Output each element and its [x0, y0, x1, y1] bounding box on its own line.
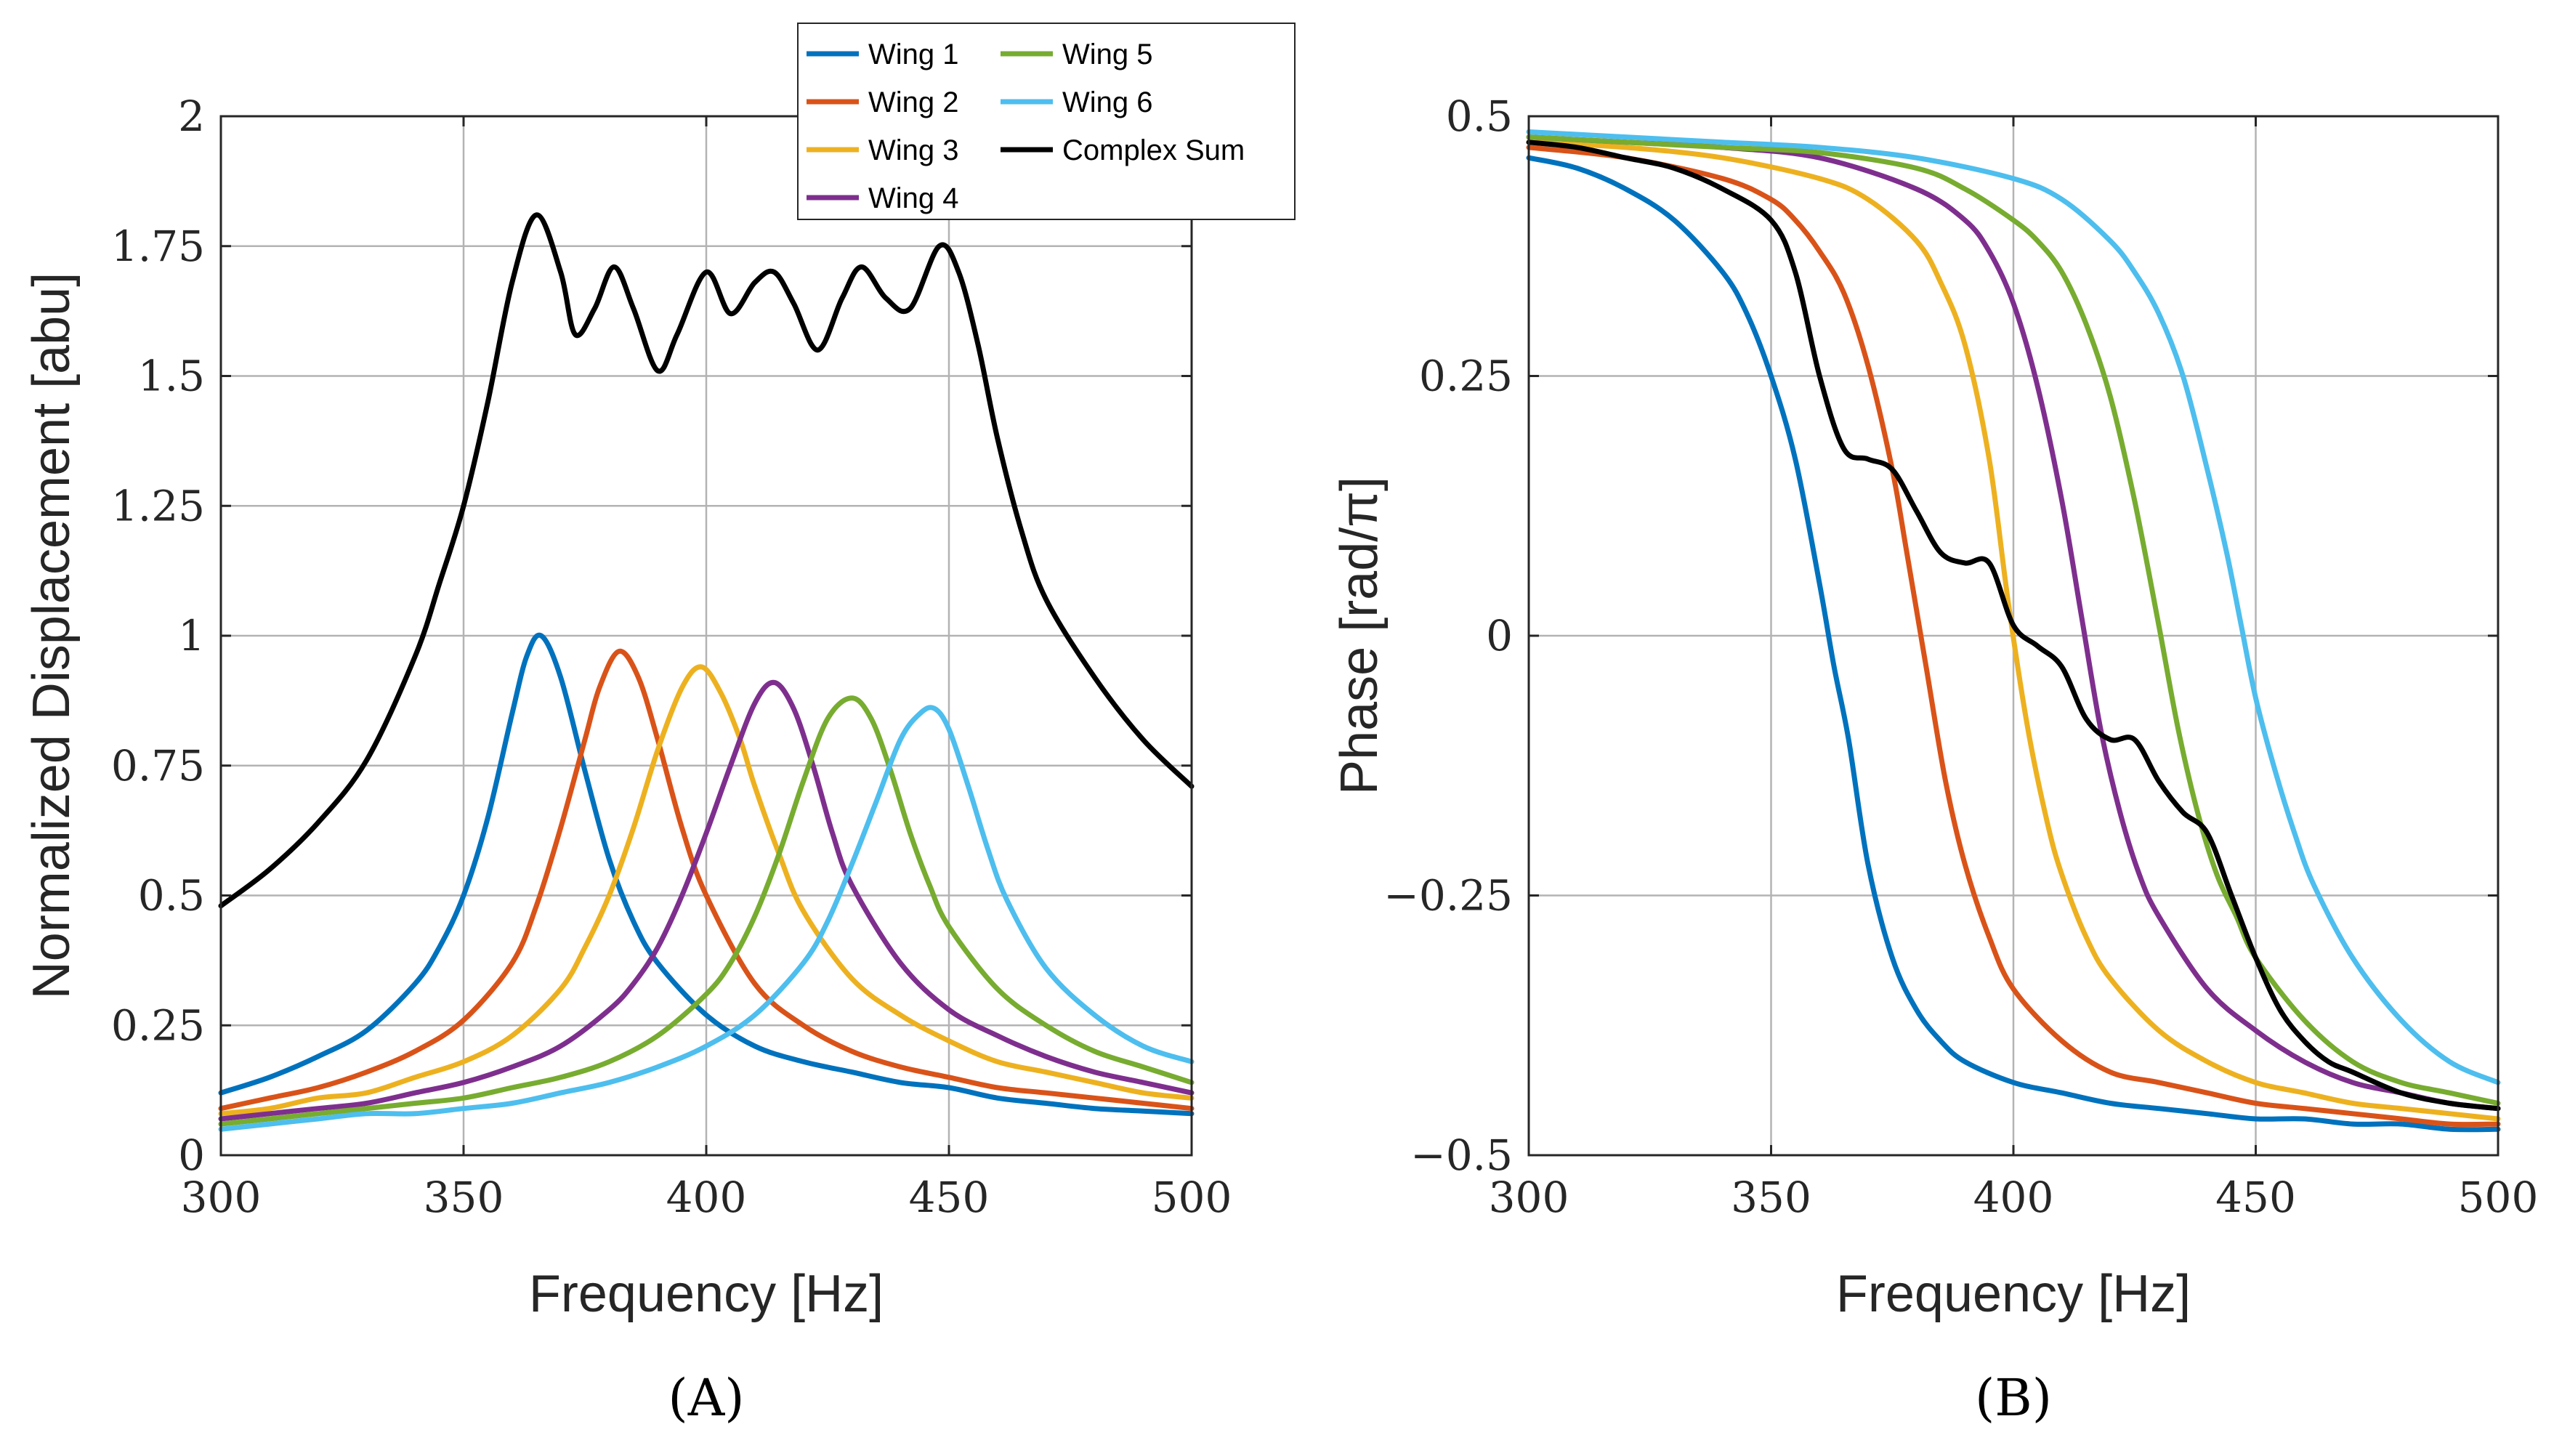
- series-line-wing-6: [1526, 129, 2501, 1085]
- panel-label-b: (B): [1975, 1368, 2052, 1428]
- y-tick-label: 1.5: [138, 352, 205, 401]
- legend-label-wing-6: Wing 6: [1062, 86, 1153, 118]
- series-line-wing-4: [1526, 134, 2501, 1112]
- legend-label-wing-4: Wing 4: [868, 182, 959, 214]
- y-tick-label: 0.25: [111, 1000, 205, 1050]
- legend-label-wing-1: Wing 1: [868, 39, 959, 70]
- y-tick-label: 1: [178, 611, 205, 660]
- series-line-wing-4: [218, 679, 1195, 1122]
- legend-label-wing-5: Wing 5: [1062, 39, 1153, 70]
- y-tick-label: 2: [178, 92, 205, 141]
- x-tick-label: 500: [1152, 1173, 1232, 1222]
- x-axis-label: Frequency [Hz]: [1836, 1265, 2191, 1323]
- series-line-wing-1: [1526, 155, 2501, 1133]
- legend: Wing 1 Wing 2 Wing 3 Wing 4 Wing 5 Wing 6 Comp…: [797, 23, 1296, 220]
- series-line-wing-2: [1526, 145, 2501, 1128]
- x-tick-label: 400: [666, 1173, 747, 1222]
- series-line-wing-5: [1526, 134, 2501, 1106]
- x-tick-label: 450: [909, 1173, 990, 1222]
- panel-label-a: (A): [668, 1368, 744, 1428]
- y-tick-label: 1.75: [111, 222, 205, 271]
- series-line-wing-6: [218, 705, 1195, 1132]
- y-tick-label: 0.5: [138, 871, 205, 921]
- x-tick-label: 300: [181, 1173, 262, 1222]
- series-line-wing-5: [218, 695, 1195, 1127]
- x-tick-label: 400: [1973, 1173, 2054, 1222]
- y-axis-label: Normalized Displacement [abu]: [23, 272, 81, 999]
- legend-label-wing-2: Wing 2: [868, 86, 959, 118]
- y-tick-label: 0.5: [1446, 92, 1513, 141]
- series-line-wing-3: [218, 664, 1195, 1117]
- x-tick-label: 450: [2215, 1173, 2296, 1222]
- y-tick-label: −0.5: [1410, 1131, 1513, 1180]
- y-tick-label: 0.75: [111, 741, 205, 790]
- chart-panel-b: 300 350 400 450 500 −0.5 −0.25 0 0.25 0.5 Frequen…: [1330, 92, 2538, 1428]
- legend-label-complex-sum: Complex Sum: [1062, 134, 1245, 166]
- series-line-wing-3: [1526, 139, 2501, 1122]
- y-tick-label: 0: [178, 1131, 205, 1180]
- chart-panel-a: 300 350 400 450 500 0 0.25 0.5 0.75 1 1.25 1.5 1.75 2…: [23, 23, 1296, 1428]
- y-tick-label: −0.25: [1383, 871, 1513, 921]
- series-line-wing-2: [218, 648, 1195, 1112]
- legend-label-wing-3: Wing 3: [868, 134, 959, 166]
- series-line-wing-1: [218, 632, 1195, 1117]
- y-tick-label: 0: [1486, 611, 1513, 660]
- x-tick-label: 300: [1489, 1173, 1569, 1222]
- x-tick-label: 350: [1731, 1173, 1811, 1222]
- y-tick-label: 1.25: [111, 481, 205, 530]
- y-axis-label: Phase [rad/π]: [1330, 477, 1389, 795]
- x-axis-label: Frequency [Hz]: [529, 1265, 884, 1323]
- x-tick-label: 350: [424, 1173, 504, 1222]
- series-line-complex-sum: [1526, 139, 2501, 1112]
- y-tick-label: 0.25: [1419, 352, 1513, 401]
- series-line-complex-sum: [218, 212, 1195, 909]
- x-tick-label: 500: [2458, 1173, 2539, 1222]
